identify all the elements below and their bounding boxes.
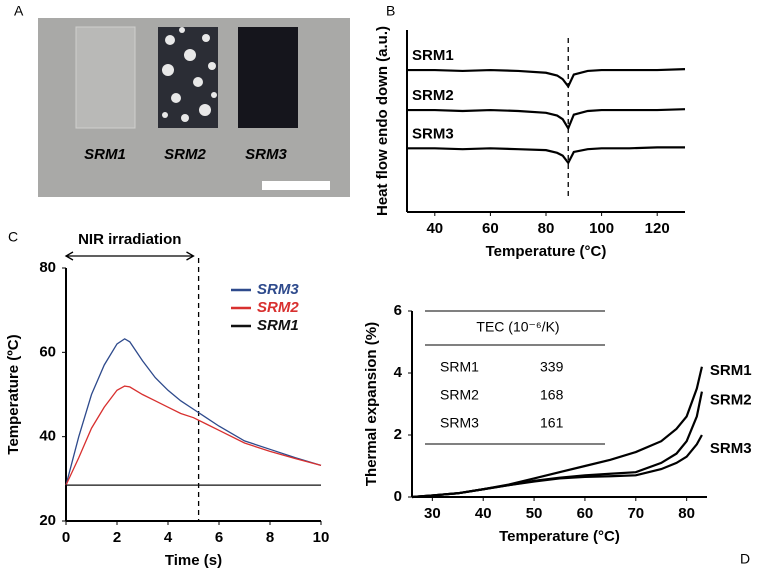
sample-film	[75, 26, 136, 129]
table-cell: SRM1	[440, 359, 479, 375]
y-tick-label: 0	[394, 488, 402, 505]
series-line	[407, 108, 686, 131]
y-tick-label: 2	[394, 426, 402, 443]
series-line	[407, 146, 685, 165]
x-tick-label: 8	[266, 529, 274, 546]
arrow-head	[64, 251, 195, 261]
table-cell: 339	[540, 359, 564, 375]
x-tick-label: 80	[538, 220, 555, 237]
series-label: SRM3	[412, 125, 454, 142]
series-label: SRM1	[412, 47, 454, 64]
sample-label: SRM1	[84, 146, 126, 163]
series-line	[411, 434, 703, 499]
table-cell: SRM3	[440, 415, 479, 431]
x-tick-label: 40	[426, 220, 443, 237]
x-tick-label: 120	[645, 220, 670, 237]
panel-letter: A	[14, 3, 24, 19]
y-tick-label: 60	[39, 343, 56, 360]
series-label: SRM3	[710, 440, 752, 457]
y-tick-label: 20	[39, 512, 56, 529]
x-tick-label: 50	[526, 505, 543, 522]
x-tick-label: 4	[164, 529, 173, 546]
x-tick-label: 10	[313, 529, 330, 546]
series-line	[65, 385, 322, 486]
table-cell: SRM2	[440, 387, 479, 403]
y-tick-label: 40	[39, 428, 56, 445]
series-label: SRM1	[710, 362, 752, 379]
x-axis-title: Time (s)	[165, 552, 222, 569]
sample-label: SRM3	[245, 146, 287, 163]
panel-letter: B	[386, 3, 395, 19]
series-line	[65, 338, 322, 486]
annotation: NIR irradiation	[78, 231, 181, 248]
series-label: SRM2	[412, 87, 454, 104]
y-tick-label: 4	[394, 364, 403, 381]
table-cell: 168	[540, 387, 564, 403]
x-tick-label: 60	[482, 220, 499, 237]
legend-label: SRM1	[257, 317, 299, 334]
table-cell: 161	[540, 415, 564, 431]
sample-label: SRM2	[164, 146, 206, 163]
scale-bar	[262, 181, 330, 190]
table-header: TEC (10⁻⁶/K)	[476, 319, 559, 335]
panel-letter: D	[740, 551, 750, 567]
sample-texture	[162, 27, 217, 122]
x-tick-label: 70	[627, 505, 644, 522]
series-label: SRM2	[710, 392, 752, 409]
legend-label: SRM2	[257, 299, 299, 316]
x-tick-label: 60	[577, 505, 594, 522]
panel-letter: C	[8, 229, 18, 245]
x-tick-label: 0	[62, 529, 70, 546]
x-tick-label: 40	[475, 505, 492, 522]
y-tick-label: 80	[39, 259, 56, 276]
series-line	[407, 68, 686, 89]
photo-panel: A SRM1 SRM2 SRM3	[14, 3, 350, 197]
x-tick-label: 80	[678, 505, 695, 522]
legend-label: SRM3	[257, 281, 299, 298]
x-tick-label: 6	[215, 529, 223, 546]
x-axis-title: Temperature (°C)	[486, 243, 607, 260]
y-axis-title: Temperature (ºC)	[5, 334, 22, 454]
x-tick-label: 30	[424, 505, 441, 522]
y-axis-title: Heat flow endo down (a.u.)	[374, 26, 391, 216]
y-axis-title: Thermal expansion (%)	[363, 322, 380, 486]
x-axis-title: Temperature (°C)	[499, 528, 620, 545]
x-tick-label: 100	[589, 220, 614, 237]
y-tick-label: 6	[394, 302, 402, 319]
sample-film	[238, 27, 298, 128]
x-tick-label: 2	[113, 529, 121, 546]
